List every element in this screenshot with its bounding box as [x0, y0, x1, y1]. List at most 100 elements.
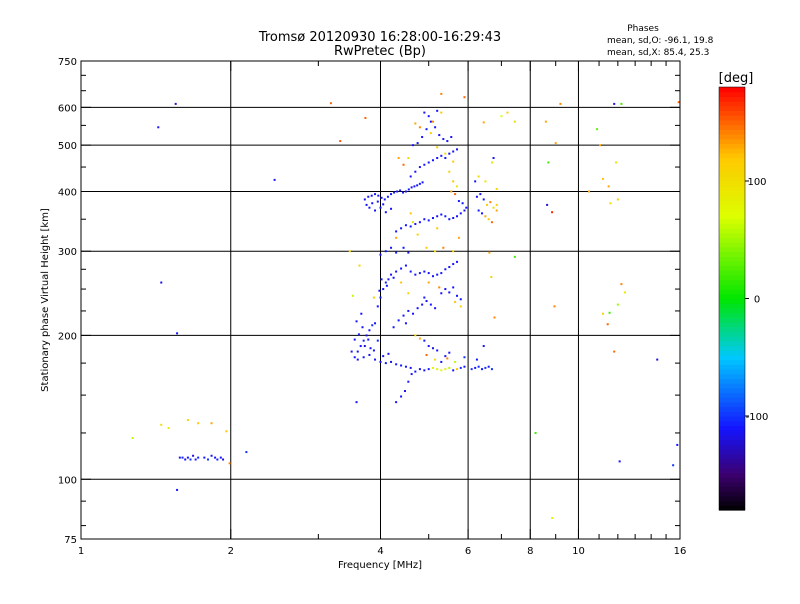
data-point	[490, 161, 493, 164]
colorbar-band	[719, 505, 745, 511]
data-point	[414, 122, 417, 125]
data-point	[440, 92, 443, 95]
colorbar-band	[719, 143, 745, 149]
data-point	[613, 350, 616, 353]
data-point	[429, 120, 432, 123]
data-point	[620, 283, 623, 286]
data-point	[436, 109, 439, 112]
data-point	[470, 368, 473, 371]
data-point	[377, 194, 380, 197]
colorbar-band	[719, 228, 745, 234]
data-point	[493, 316, 496, 319]
data-point	[672, 464, 675, 467]
data-point	[444, 268, 447, 271]
data-point	[214, 456, 217, 459]
data-point	[448, 170, 451, 173]
data-point	[421, 303, 424, 306]
data-point	[409, 212, 412, 215]
colorbar-band	[719, 148, 745, 154]
x-tick-label: 16	[674, 546, 687, 557]
data-point	[427, 345, 430, 348]
data-point	[374, 193, 377, 196]
data-point	[414, 170, 417, 173]
data-point	[365, 334, 368, 337]
data-point	[425, 300, 428, 303]
data-point	[456, 185, 459, 188]
data-point	[459, 298, 462, 301]
data-point	[409, 175, 412, 178]
data-point	[477, 209, 480, 212]
colorbar-band	[719, 181, 745, 187]
data-point	[446, 140, 449, 143]
data-point	[459, 366, 462, 369]
data-point	[395, 270, 398, 273]
data-point	[440, 213, 443, 216]
data-point	[477, 175, 480, 178]
data-point	[181, 456, 184, 459]
colorbar-band	[719, 87, 745, 93]
y-tick-label: 300	[58, 247, 77, 258]
colorbar-band	[719, 463, 745, 469]
data-point	[407, 380, 410, 383]
data-point	[551, 211, 554, 214]
data-point	[390, 246, 393, 249]
data-point	[513, 120, 516, 123]
data-point	[490, 368, 493, 371]
data-point	[487, 218, 490, 221]
colorbar-band	[719, 326, 745, 332]
colorbar-band	[719, 232, 745, 238]
data-point	[376, 305, 379, 308]
colorbar-band	[719, 204, 745, 210]
data-point	[456, 148, 459, 151]
data-point	[444, 355, 447, 358]
data-point	[368, 206, 371, 209]
data-point	[440, 369, 443, 372]
colorbar-band	[719, 110, 745, 116]
y-tick-label: 500	[58, 141, 77, 152]
data-point	[374, 358, 377, 361]
data-point	[436, 157, 439, 160]
colorbar-band	[719, 444, 745, 450]
y-axis-label: Stationary phase Virtual Height [km]	[40, 208, 51, 392]
data-point	[431, 275, 434, 278]
colorbar-band	[719, 331, 745, 337]
data-point	[431, 366, 434, 369]
data-point	[599, 144, 602, 147]
data-point	[400, 281, 403, 284]
data-point	[495, 203, 498, 206]
data-point	[444, 215, 447, 218]
data-point	[587, 190, 590, 193]
colorbar-tick-label: 100	[747, 177, 766, 188]
colorbar-band	[719, 336, 745, 342]
colorbar-band	[719, 260, 745, 267]
colorbar-label: [deg]	[719, 71, 754, 86]
data-point	[378, 289, 381, 292]
colorbar-band	[719, 448, 745, 455]
colorbar-band	[719, 472, 745, 478]
data-point	[329, 102, 332, 105]
data-point	[372, 296, 375, 299]
data-point	[463, 365, 466, 368]
data-point	[382, 288, 385, 291]
data-point	[452, 160, 455, 163]
colorbar-band	[719, 157, 745, 163]
data-point	[372, 349, 375, 352]
data-point	[384, 362, 387, 365]
data-point	[448, 152, 451, 155]
data-point	[355, 320, 358, 323]
colorbar-band	[719, 96, 745, 102]
y-tick-label: 100	[58, 475, 77, 486]
data-point	[380, 196, 383, 199]
data-point	[416, 233, 419, 236]
colorbar-band	[719, 115, 745, 121]
data-point	[513, 255, 516, 258]
data-point	[456, 368, 459, 371]
data-point	[436, 215, 439, 218]
data-point	[376, 200, 379, 203]
data-point	[414, 223, 417, 226]
data-point	[456, 260, 459, 263]
data-point	[452, 217, 455, 220]
colorbar-band	[719, 185, 745, 191]
data-point	[608, 311, 611, 314]
